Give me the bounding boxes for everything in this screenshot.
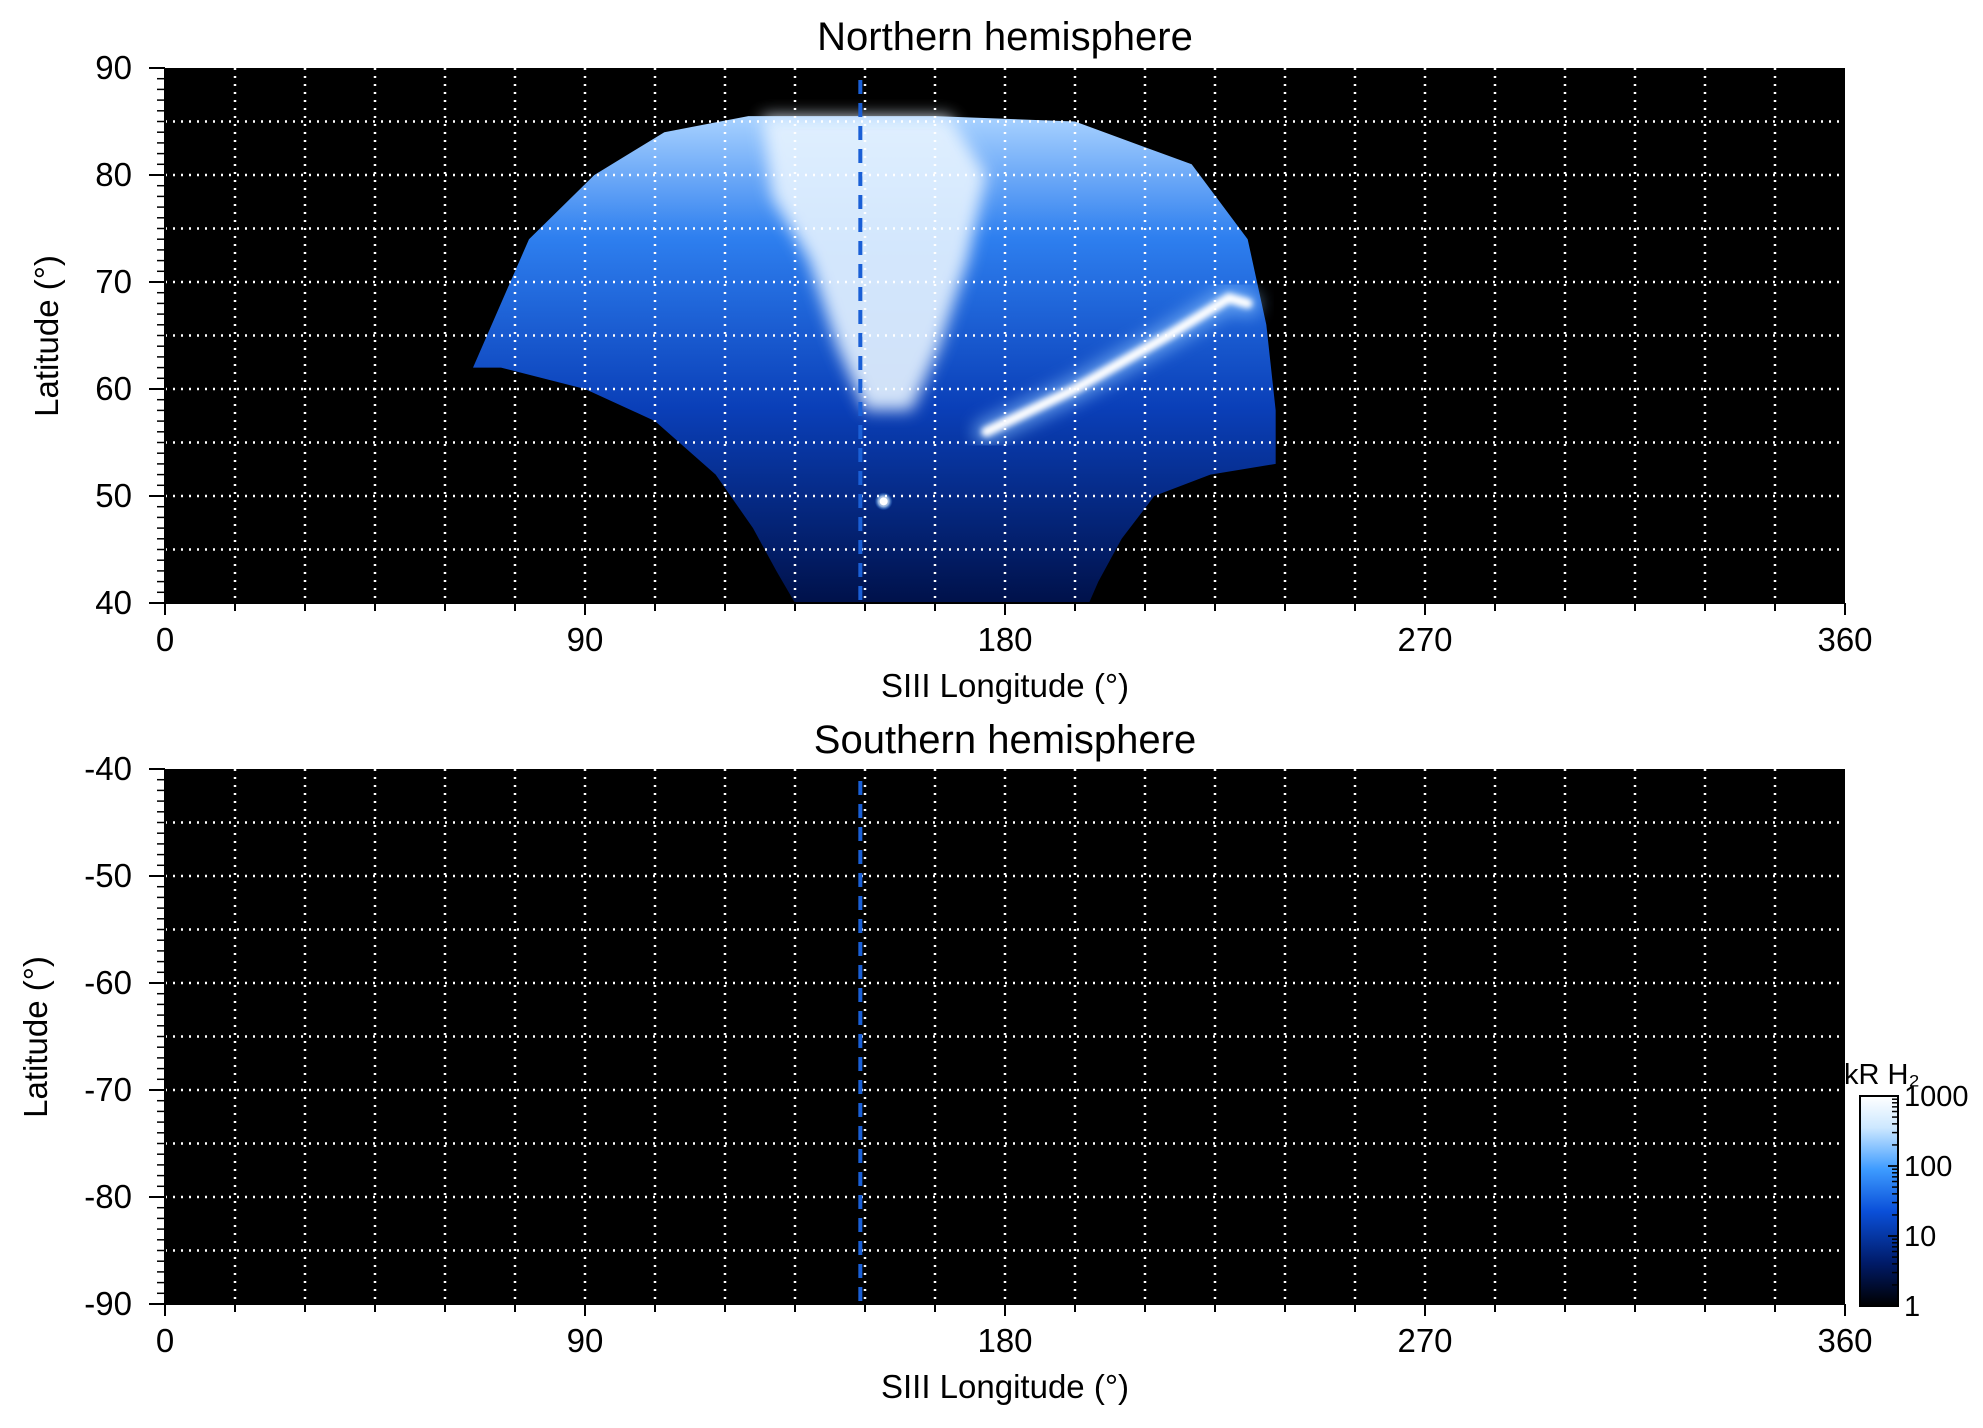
x-tick-label: 90: [567, 1322, 604, 1359]
x-tick-label: 360: [1817, 621, 1872, 658]
x-tick-label: 0: [156, 621, 174, 658]
x-tick-label: 270: [1397, 621, 1452, 658]
colorbar-label: kR H₂: [1844, 1059, 1920, 1091]
y-tick-label: -80: [84, 1178, 132, 1215]
y-tick-label: -50: [84, 857, 132, 894]
northern-hemisphere-panel: Northern hemisphere 0 90 180 270 360 40 50 60 70…: [28, 15, 1873, 704]
colorbar-tick-label: 100: [1904, 1151, 1952, 1183]
y-tick-label: -90: [84, 1285, 132, 1322]
chart-title: Northern hemisphere: [817, 15, 1193, 59]
colorbar-gradient: [1859, 1095, 1899, 1307]
axes: 0 90 180 270 360 -40 -50 -60 -70 -80 -90: [84, 750, 1872, 1359]
y-tick-label: -40: [84, 750, 132, 787]
colorbar-tick-label: 1: [1904, 1291, 1920, 1323]
y-tick-label: 50: [95, 477, 132, 514]
x-tick-label: 0: [156, 1322, 174, 1359]
colorbar-tick-label: 10: [1904, 1221, 1936, 1253]
y-axis-label: Latitude (°): [17, 956, 54, 1118]
y-axis-label: Latitude (°): [28, 255, 65, 417]
y-tick-label: 40: [95, 584, 132, 621]
x-axis-label: SIII Longitude (°): [881, 667, 1129, 704]
bright-polar-region: [762, 116, 987, 411]
y-tick-label: -70: [84, 1071, 132, 1108]
x-tick-label: 180: [977, 621, 1032, 658]
x-tick-label: 270: [1397, 1322, 1452, 1359]
y-tick-label: 80: [95, 156, 132, 193]
chart-title: Southern hemisphere: [814, 718, 1196, 762]
colorbar-ticks: 1 10 100 1000: [1888, 1081, 1969, 1323]
x-tick-label: 360: [1817, 1322, 1872, 1359]
y-tick-label: 60: [95, 370, 132, 407]
main-oval-arc: [981, 292, 1253, 437]
x-tick-label: 180: [977, 1322, 1032, 1359]
colorbar: kR H₂ 1 10 100 1000: [1844, 1059, 1969, 1323]
grid: [165, 769, 1845, 1304]
colorbar-tick-label: 1000: [1904, 1081, 1969, 1113]
x-axis-label: SIII Longitude (°): [881, 1368, 1129, 1405]
y-tick-label: -60: [84, 964, 132, 1001]
y-tick-label: 90: [95, 49, 132, 86]
southern-hemisphere-panel: Southern hemisphere 0 90 180 270 360 -40 -50 -6…: [17, 718, 1873, 1405]
bright-spot-core: [879, 497, 888, 506]
axes: 0 90 180 270 360 40 50 60 70 80 90: [95, 49, 1872, 658]
x-tick-label: 90: [567, 621, 604, 658]
y-tick-label: 70: [95, 263, 132, 300]
grid: [165, 68, 1845, 603]
